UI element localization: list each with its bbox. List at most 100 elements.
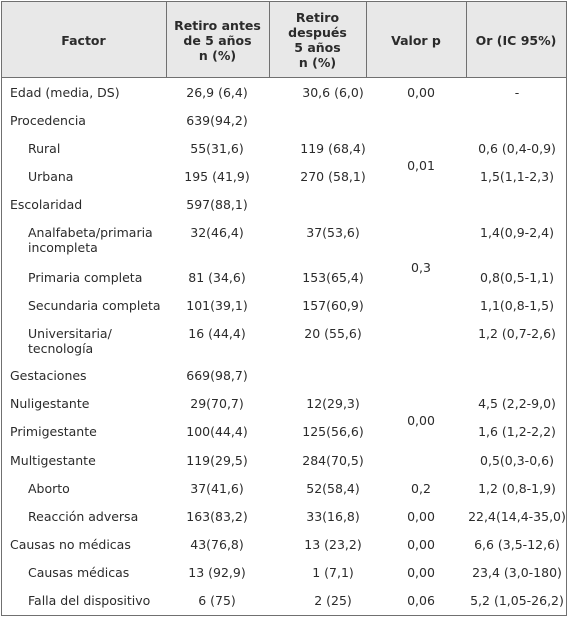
cell-before: 119(29,5) — [186, 453, 248, 468]
cell-before: 29(70,7) — [190, 396, 244, 411]
cell-factor-line: Multigestante — [10, 453, 96, 468]
cell-after: 37(53,6) — [306, 225, 360, 240]
cell-factor: Secundaria completa — [28, 298, 161, 313]
cell-factor-line: Causas no médicas — [10, 537, 131, 552]
cell-before: 597(88,1) — [186, 197, 248, 212]
cell-factor-line: Urbana — [28, 169, 74, 184]
cell-or: 1,1(0,8-1,5) — [480, 298, 554, 313]
cell-or: 0,8(0,5-1,1) — [480, 270, 554, 285]
cell-factor: Urbana — [28, 169, 73, 184]
cell-before: 55(31,6) — [190, 141, 244, 156]
cell-before: 13 (92,9) — [188, 565, 246, 580]
header-factor: Factor — [61, 32, 106, 48]
cell-or: 0,5(0,3-0,6) — [480, 453, 554, 468]
header-pvalue: Valor p — [391, 32, 441, 48]
divider-2 — [269, 1, 270, 78]
cell-before: 195 (41,9) — [184, 169, 250, 184]
cell-factor-line: incompleta — [28, 240, 98, 255]
cell-after: 30,6 (6,0) — [302, 85, 364, 100]
border-left — [1, 1, 2, 616]
cell-after: 2 (25) — [314, 593, 352, 608]
cell-pvalue: 0,00 — [407, 537, 435, 552]
cell-factor: Reacción adversa — [28, 509, 138, 524]
cell-or: 0,6 (0,4-0,9) — [478, 141, 556, 156]
merged-p-procedencia: 0,01 — [407, 158, 435, 173]
cell-factor: Rural — [28, 141, 60, 156]
table-header: Factor Retiro antes de 5 años n (%) Reti… — [1, 1, 566, 78]
cell-before: 81 (34,6) — [188, 270, 246, 285]
cell-before: 163(83,2) — [186, 509, 248, 524]
cell-factor-line: Primigestante — [10, 424, 97, 439]
divider-4 — [466, 1, 467, 78]
cell-after: 33(16,8) — [306, 509, 360, 524]
merged-p-escolaridad: 0,3 — [411, 260, 431, 275]
cell-factor: Primaria completa — [28, 270, 142, 285]
cell-after: 1 (7,1) — [312, 565, 354, 580]
cell-after: 284(70,5) — [302, 453, 364, 468]
cell-factor: Causas no médicas — [10, 537, 131, 552]
divider-1 — [166, 1, 167, 78]
cell-pvalue: 0,2 — [411, 481, 431, 496]
cell-factor-line: Rural — [28, 141, 61, 156]
cell-factor-line: Causas médicas — [28, 565, 130, 580]
header-before: Retiro antes de 5 años n (%) — [174, 17, 261, 63]
cell-factor: Causas médicas — [28, 565, 129, 580]
cell-or: - — [514, 85, 520, 100]
cell-or: 4,5 (2,2-9,0) — [478, 396, 556, 411]
cell-factor-line: Procedencia — [10, 113, 86, 128]
merged-p-gestaciones: 0,00 — [407, 413, 435, 428]
cell-before: 26,9 (6,4) — [186, 85, 248, 100]
cell-factor: Aborto — [28, 481, 70, 496]
cell-factor: Falla del dispositivo — [28, 593, 150, 608]
cell-factor: Analfabeta/primaria incompleta — [28, 225, 153, 255]
cell-factor-line: Secundaria completa — [28, 298, 161, 313]
cell-pvalue: 0,00 — [407, 565, 435, 580]
cell-after: 125(56,6) — [302, 424, 364, 439]
cell-after: 52(58,4) — [306, 481, 360, 496]
cell-factor: Edad (media, DS) — [10, 85, 120, 100]
border-bottom — [1, 615, 566, 616]
cell-factor-line: Aborto — [28, 481, 70, 496]
cell-factor-line: Escolaridad — [10, 197, 83, 212]
header-or: Or (IC 95%) — [475, 32, 557, 48]
cell-factor-line: Primaria completa — [28, 270, 143, 285]
cell-factor: Procedencia — [10, 113, 86, 128]
divider-3 — [366, 1, 367, 78]
cell-or: 1,5(1,1-2,3) — [480, 169, 554, 184]
cell-or: 1,6 (1,2-2,2) — [478, 424, 556, 439]
cell-factor-line: Edad (media, DS) — [10, 85, 120, 100]
cell-factor: Primigestante — [10, 424, 97, 439]
cell-or: 5,2 (1,05-26,2) — [470, 593, 564, 608]
cell-or: 23,4 (3,0-180) — [472, 565, 562, 580]
cell-before: 100(44,4) — [186, 424, 248, 439]
cell-pvalue: 0,00 — [407, 85, 435, 100]
cell-after: 20 (55,6) — [304, 326, 362, 341]
cell-before: 639(94,2) — [186, 113, 248, 128]
cell-before: 16 (44,4) — [188, 326, 246, 341]
cell-or: 1,4(0,9-2,4) — [480, 225, 554, 240]
cell-or: 6,6 (3,5-12,6) — [474, 537, 560, 552]
cell-factor: Nuligestante — [10, 396, 89, 411]
cell-factor-line: Falla del dispositivo — [28, 593, 151, 608]
cell-factor: Gestaciones — [10, 368, 87, 383]
cell-factor-line: Analfabeta/primaria — [28, 225, 153, 240]
cell-factor-line: tecnología — [28, 341, 94, 356]
cell-or: 1,2 (0,8-1,9) — [478, 481, 556, 496]
cell-factor-line: Reacción adversa — [28, 509, 139, 524]
cell-before: 37(41,6) — [190, 481, 244, 496]
cell-after: 153(65,4) — [302, 270, 364, 285]
header-after: Retiro después 5 años n (%) — [288, 10, 347, 70]
cell-after: 270 (58,1) — [300, 169, 366, 184]
cell-before: 32(46,4) — [190, 225, 244, 240]
cell-factor: Multigestante — [10, 453, 96, 468]
cell-factor-line: Gestaciones — [10, 368, 87, 383]
cell-before: 6 (75) — [198, 593, 236, 608]
cell-pvalue: 0,00 — [407, 509, 435, 524]
cell-before: 669(98,7) — [186, 368, 248, 383]
cell-or: 1,2 (0,7-2,6) — [478, 326, 556, 341]
cell-after: 12(29,3) — [306, 396, 360, 411]
cell-before: 101(39,1) — [186, 298, 248, 313]
cell-or: 22,4(14,4-35,0) — [468, 509, 566, 524]
cell-factor: Escolaridad — [10, 197, 82, 212]
